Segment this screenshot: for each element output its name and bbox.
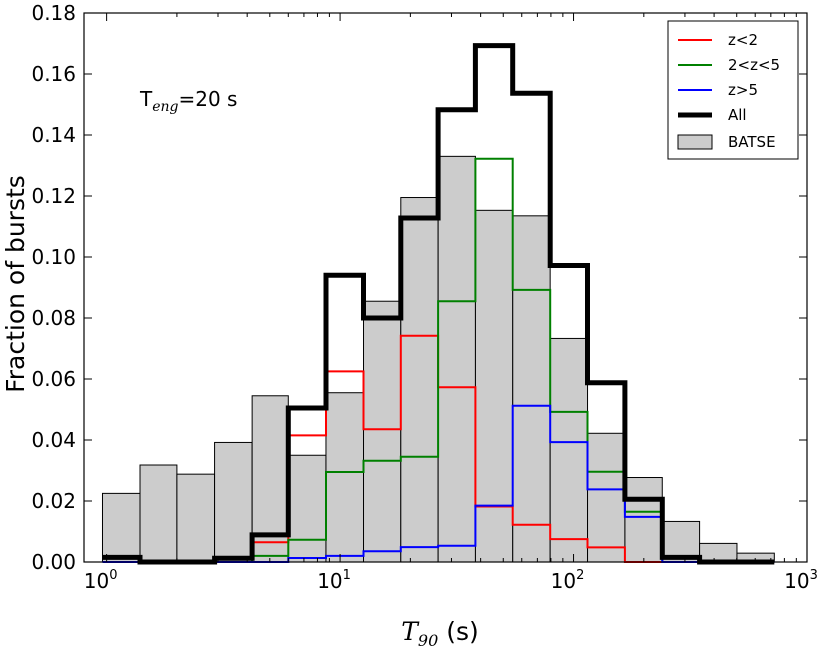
batse-bar (512, 215, 551, 563)
batse-bar (287, 454, 327, 563)
x-tick-label: 100 (84, 568, 118, 593)
legend-label: BATSE (728, 133, 776, 151)
batse-bar (624, 477, 663, 563)
batse-bar (176, 473, 216, 563)
batse-bar (214, 441, 253, 563)
batse-bar (139, 464, 178, 563)
batse-bar (363, 300, 402, 563)
y-tick-label: 0.00 (31, 550, 76, 574)
axes (83, 12, 808, 563)
y-tick-label: 0.02 (31, 489, 76, 513)
batse-bar (587, 432, 626, 563)
y-tick-label: 0.12 (31, 184, 76, 208)
legend: z<2 2<z<5 z>5 All BATSE (667, 20, 799, 160)
y-tick-label: 0.08 (31, 306, 76, 330)
x-tick-label: 103 (784, 568, 818, 593)
legend-label: 2<z<5 (728, 56, 780, 74)
legend-label: z<2 (728, 31, 758, 49)
annotation-symbol: T (139, 87, 153, 111)
x-axis-title-unit: (s) (446, 617, 479, 646)
y-tick-label: 0.10 (31, 245, 76, 269)
engine-time-annotation: Teng=20 s (139, 87, 237, 115)
x-axis-title-subscript: 90 (418, 631, 438, 646)
tick-labels: 0.00 0.02 0.04 0.06 0.08 0.10 0.12 0.14 0.16 0.18… (31, 1, 817, 593)
legend-label: All (728, 106, 747, 124)
batse-bar (549, 337, 589, 563)
x-tick-label: 102 (551, 568, 585, 593)
batse-bar (400, 197, 439, 563)
annotation-rest: =20 s (178, 87, 237, 111)
x-axis-title-symbol: T (401, 617, 420, 646)
annotation-subscript: eng (152, 99, 178, 115)
x-axis-title: T90 (s) (401, 617, 479, 646)
y-tick-label: 0.18 (31, 1, 76, 25)
plot-frame (83, 12, 808, 563)
x-tick-label: 101 (317, 568, 351, 593)
y-tick-label: 0.04 (31, 428, 76, 452)
series-line-all (102, 43, 775, 565)
y-tick-label: 0.16 (31, 62, 76, 86)
batse-bar (437, 155, 476, 563)
y-tick-label: 0.06 (31, 367, 76, 391)
y-tick-label: 0.14 (31, 123, 76, 147)
batse-bar (325, 392, 365, 563)
tick-marks (84, 12, 808, 563)
batse-bars (101, 155, 775, 563)
batse-bar (101, 492, 141, 563)
legend-label: z>5 (728, 81, 758, 99)
batse-bar (474, 209, 514, 563)
y-axis-title: Fraction of bursts (1, 175, 30, 393)
series-lines (102, 43, 775, 565)
legend-swatch (677, 134, 713, 150)
batse-bar (699, 542, 738, 563)
